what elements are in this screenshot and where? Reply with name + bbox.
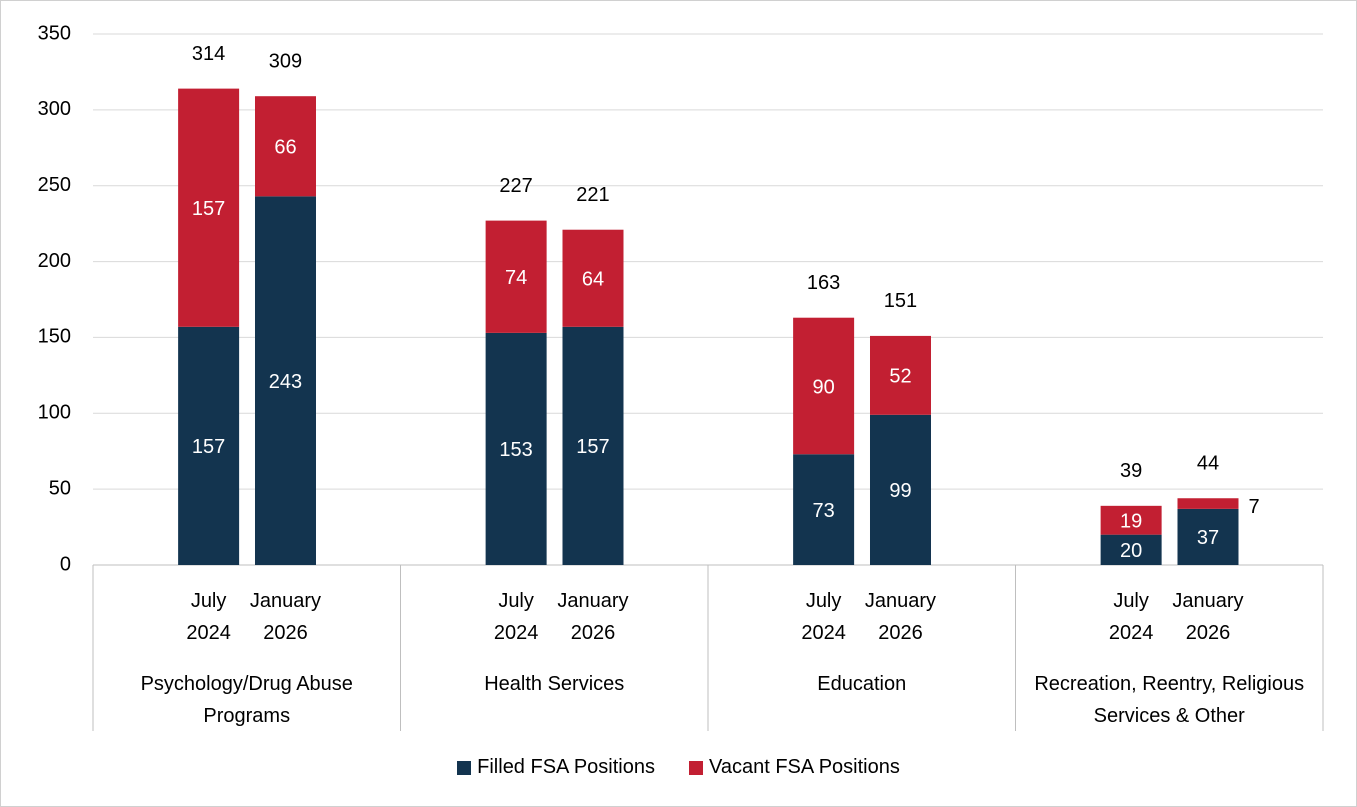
- y-tick-label: 250: [38, 174, 71, 196]
- group-label: Psychology/Drug Abuse Programs: [140, 673, 353, 727]
- total-label: 151: [884, 290, 917, 312]
- value-label: 7: [1248, 496, 1259, 518]
- bar-segment: [485, 220, 547, 333]
- legend-item: Vacant FSA Positions: [689, 756, 900, 779]
- value-label: 19: [1120, 511, 1142, 533]
- group-label: Education: [817, 673, 907, 695]
- value-label: 153: [499, 439, 532, 461]
- bar-segment: [869, 414, 931, 565]
- bar-segment: [1177, 508, 1239, 565]
- total-label: 309: [269, 50, 302, 72]
- legend-label: Filled FSA Positions: [477, 756, 655, 778]
- x-tick-label: January 2026: [557, 590, 629, 644]
- value-label: 20: [1120, 540, 1142, 562]
- x-tick-label: January 2026: [864, 590, 937, 644]
- legend: Filled FSA Positions Vacant FSA Positions: [1, 756, 1356, 779]
- bar-segment: [254, 96, 316, 197]
- bar-segment: [178, 326, 240, 565]
- total-label: 39: [1120, 460, 1142, 482]
- legend-item: Filled FSA Positions: [457, 756, 655, 779]
- bar-segment: [793, 317, 855, 455]
- x-tick-label: July 2024: [801, 590, 846, 644]
- y-tick-label: 300: [38, 98, 71, 120]
- bar-segment: [178, 88, 240, 327]
- legend-swatch: [457, 760, 472, 775]
- value-label: 74: [505, 267, 527, 289]
- total-label: 44: [1197, 453, 1219, 475]
- total-label: 314: [192, 43, 225, 65]
- y-tick-label: 200: [38, 250, 71, 272]
- value-label: 52: [889, 366, 911, 388]
- group-label: Recreation, Reentry, Religious Services …: [1034, 673, 1305, 727]
- value-label: 157: [192, 436, 225, 458]
- value-label: 64: [582, 269, 604, 291]
- x-tick-label: July 2024: [186, 590, 231, 644]
- y-tick-label: 350: [38, 22, 71, 44]
- x-tick-label: January 2026: [249, 590, 322, 644]
- bar-segment: [793, 454, 855, 565]
- value-label: 243: [269, 371, 302, 393]
- value-label: 157: [192, 198, 225, 220]
- bar-segment: [562, 229, 624, 327]
- legend-swatch: [689, 760, 703, 775]
- value-label: 99: [889, 480, 911, 502]
- value-label: 37: [1197, 527, 1219, 549]
- x-tick-label: July 2024: [493, 590, 539, 644]
- bar-segment: [1177, 498, 1239, 509]
- value-label: 157: [576, 436, 609, 458]
- bar-segment: [869, 335, 931, 415]
- bar-segment: [1100, 534, 1162, 565]
- group-label: Health Services: [484, 673, 625, 695]
- bar-segment: [1100, 505, 1162, 535]
- total-label: 163: [807, 272, 840, 294]
- bar-segment: [485, 332, 547, 565]
- bar-segment: [562, 326, 624, 565]
- y-tick-label: 150: [38, 326, 71, 348]
- x-tick-label: January 2026: [1172, 590, 1244, 644]
- y-tick-label: 50: [49, 477, 71, 499]
- total-label: 227: [499, 175, 532, 197]
- y-tick-label: 100: [38, 402, 71, 424]
- x-tick-label: July 2024: [1108, 590, 1154, 644]
- value-label: 90: [812, 376, 834, 398]
- value-label: 66: [274, 137, 296, 159]
- bar-segment: [254, 196, 316, 565]
- total-label: 221: [576, 184, 609, 206]
- y-tick-label: 0: [60, 553, 71, 575]
- legend-label: Vacant FSA Positions: [709, 756, 900, 778]
- value-label: 73: [812, 500, 834, 522]
